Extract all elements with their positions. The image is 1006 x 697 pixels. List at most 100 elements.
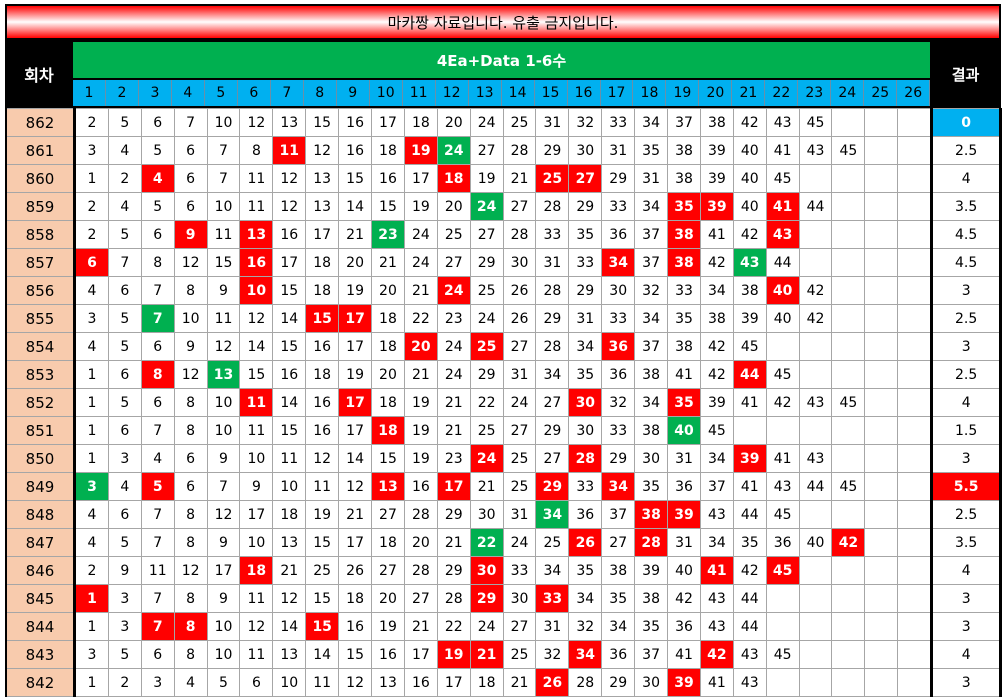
empty-cell[interactable] [864, 640, 899, 669]
number-cell[interactable]: 31 [502, 360, 537, 389]
number-cell[interactable]: 16 [403, 472, 438, 501]
number-cell[interactable]: 30 [568, 136, 603, 165]
result-cell[interactable]: 3 [930, 584, 1003, 613]
number-cell[interactable]: 40 [798, 528, 833, 557]
number-cell[interactable]: 27 [436, 248, 471, 277]
number-cell[interactable]: 9 [206, 528, 241, 557]
empty-cell[interactable] [864, 164, 899, 193]
number-cell[interactable]: 11 [305, 472, 340, 501]
number-cell[interactable]: 15 [371, 192, 405, 221]
number-cell[interactable]: 19 [338, 360, 373, 389]
number-cell[interactable]: 5 [107, 220, 142, 249]
number-cell[interactable]: 18 [371, 136, 405, 165]
result-cell[interactable]: 1.5 [930, 416, 1003, 445]
number-cell[interactable]: 36 [568, 500, 603, 529]
result-cell[interactable]: 4 [930, 164, 1003, 193]
number-cell[interactable]: 29 [436, 500, 471, 529]
number-cell[interactable]: 27 [469, 136, 504, 165]
empty-cell[interactable] [897, 556, 933, 585]
number-cell[interactable]: 33 [535, 220, 570, 249]
number-cell[interactable]: 7 [206, 164, 241, 193]
result-cell[interactable]: 2.5 [930, 136, 1003, 165]
number-cell[interactable]: 28 [535, 192, 570, 221]
number-cell[interactable]: 35 [568, 360, 603, 389]
empty-cell[interactable] [798, 248, 833, 277]
number-cell-hit-red[interactable]: 11 [239, 388, 274, 417]
empty-cell[interactable] [798, 220, 833, 249]
number-cell-hit-red[interactable]: 20 [403, 332, 438, 361]
number-cell[interactable]: 20 [436, 108, 471, 137]
number-cell[interactable]: 25 [469, 276, 504, 305]
number-cell[interactable]: 30 [469, 500, 504, 529]
number-cell[interactable]: 44 [765, 248, 800, 277]
number-cell[interactable]: 40 [732, 164, 767, 193]
empty-cell[interactable] [864, 136, 899, 165]
number-cell[interactable]: 21 [436, 388, 471, 417]
number-cell[interactable]: 36 [765, 528, 800, 557]
number-cell[interactable]: 16 [305, 416, 340, 445]
empty-cell[interactable] [765, 668, 800, 697]
number-cell[interactable]: 6 [140, 108, 175, 137]
number-cell[interactable]: 38 [699, 108, 734, 137]
number-cell[interactable]: 6 [173, 444, 208, 473]
number-cell[interactable]: 23 [436, 444, 471, 473]
number-cell[interactable]: 34 [699, 444, 734, 473]
number-cell[interactable]: 13 [305, 164, 340, 193]
number-cell[interactable]: 20 [371, 276, 405, 305]
empty-cell[interactable] [765, 332, 800, 361]
number-cell[interactable]: 1 [74, 360, 109, 389]
number-cell-hit-red[interactable]: 17 [338, 388, 373, 417]
number-cell[interactable]: 19 [403, 192, 438, 221]
number-cell[interactable]: 43 [699, 584, 734, 613]
empty-cell[interactable] [831, 192, 866, 221]
number-cell[interactable]: 23 [436, 304, 471, 333]
empty-cell[interactable] [864, 612, 899, 641]
number-cell[interactable]: 24 [502, 388, 537, 417]
number-cell[interactable]: 5 [140, 136, 175, 165]
number-cell[interactable]: 34 [535, 556, 570, 585]
number-cell[interactable]: 21 [436, 416, 471, 445]
number-cell[interactable]: 14 [305, 640, 340, 669]
number-cell[interactable]: 6 [140, 220, 175, 249]
number-cell[interactable]: 30 [634, 444, 669, 473]
number-cell[interactable]: 3 [107, 444, 142, 473]
number-cell[interactable]: 12 [305, 136, 340, 165]
empty-cell[interactable] [831, 444, 866, 473]
number-cell[interactable]: 22 [403, 304, 438, 333]
number-cell[interactable]: 21 [338, 220, 373, 249]
number-cell[interactable]: 14 [272, 388, 307, 417]
number-cell[interactable]: 37 [634, 248, 669, 277]
number-cell[interactable]: 16 [305, 388, 340, 417]
round-cell[interactable]: 843 [5, 640, 76, 669]
number-cell-hit-red[interactable]: 39 [667, 668, 701, 697]
number-cell-hit-red[interactable]: 41 [765, 192, 800, 221]
number-cell[interactable]: 15 [272, 332, 307, 361]
number-cell-hit-red[interactable]: 18 [371, 416, 405, 445]
number-cell[interactable]: 3 [74, 640, 109, 669]
number-cell[interactable]: 12 [338, 472, 373, 501]
number-cell[interactable]: 10 [206, 388, 241, 417]
number-cell-hit-red[interactable]: 8 [140, 360, 175, 389]
empty-cell[interactable] [864, 472, 899, 501]
number-cell[interactable]: 37 [634, 640, 669, 669]
empty-cell[interactable] [831, 164, 866, 193]
number-cell[interactable]: 12 [173, 248, 208, 277]
number-cell[interactable]: 17 [371, 108, 405, 137]
number-cell[interactable]: 4 [107, 192, 142, 221]
number-cell[interactable]: 8 [173, 528, 208, 557]
number-cell[interactable]: 38 [634, 416, 669, 445]
number-cell[interactable]: 4 [107, 136, 142, 165]
result-cell[interactable]: 3.5 [930, 528, 1003, 557]
number-cell[interactable]: 31 [601, 136, 636, 165]
empty-cell[interactable] [897, 108, 933, 137]
number-cell[interactable]: 34 [699, 276, 734, 305]
number-cell[interactable]: 4 [107, 472, 142, 501]
number-cell[interactable]: 1 [74, 444, 109, 473]
number-cell[interactable]: 10 [272, 668, 307, 697]
number-cell[interactable]: 45 [765, 500, 800, 529]
number-cell[interactable]: 11 [239, 584, 274, 613]
number-cell[interactable]: 45 [765, 360, 800, 389]
empty-cell[interactable] [831, 332, 866, 361]
number-cell[interactable]: 6 [107, 500, 142, 529]
number-cell[interactable]: 2 [74, 192, 109, 221]
